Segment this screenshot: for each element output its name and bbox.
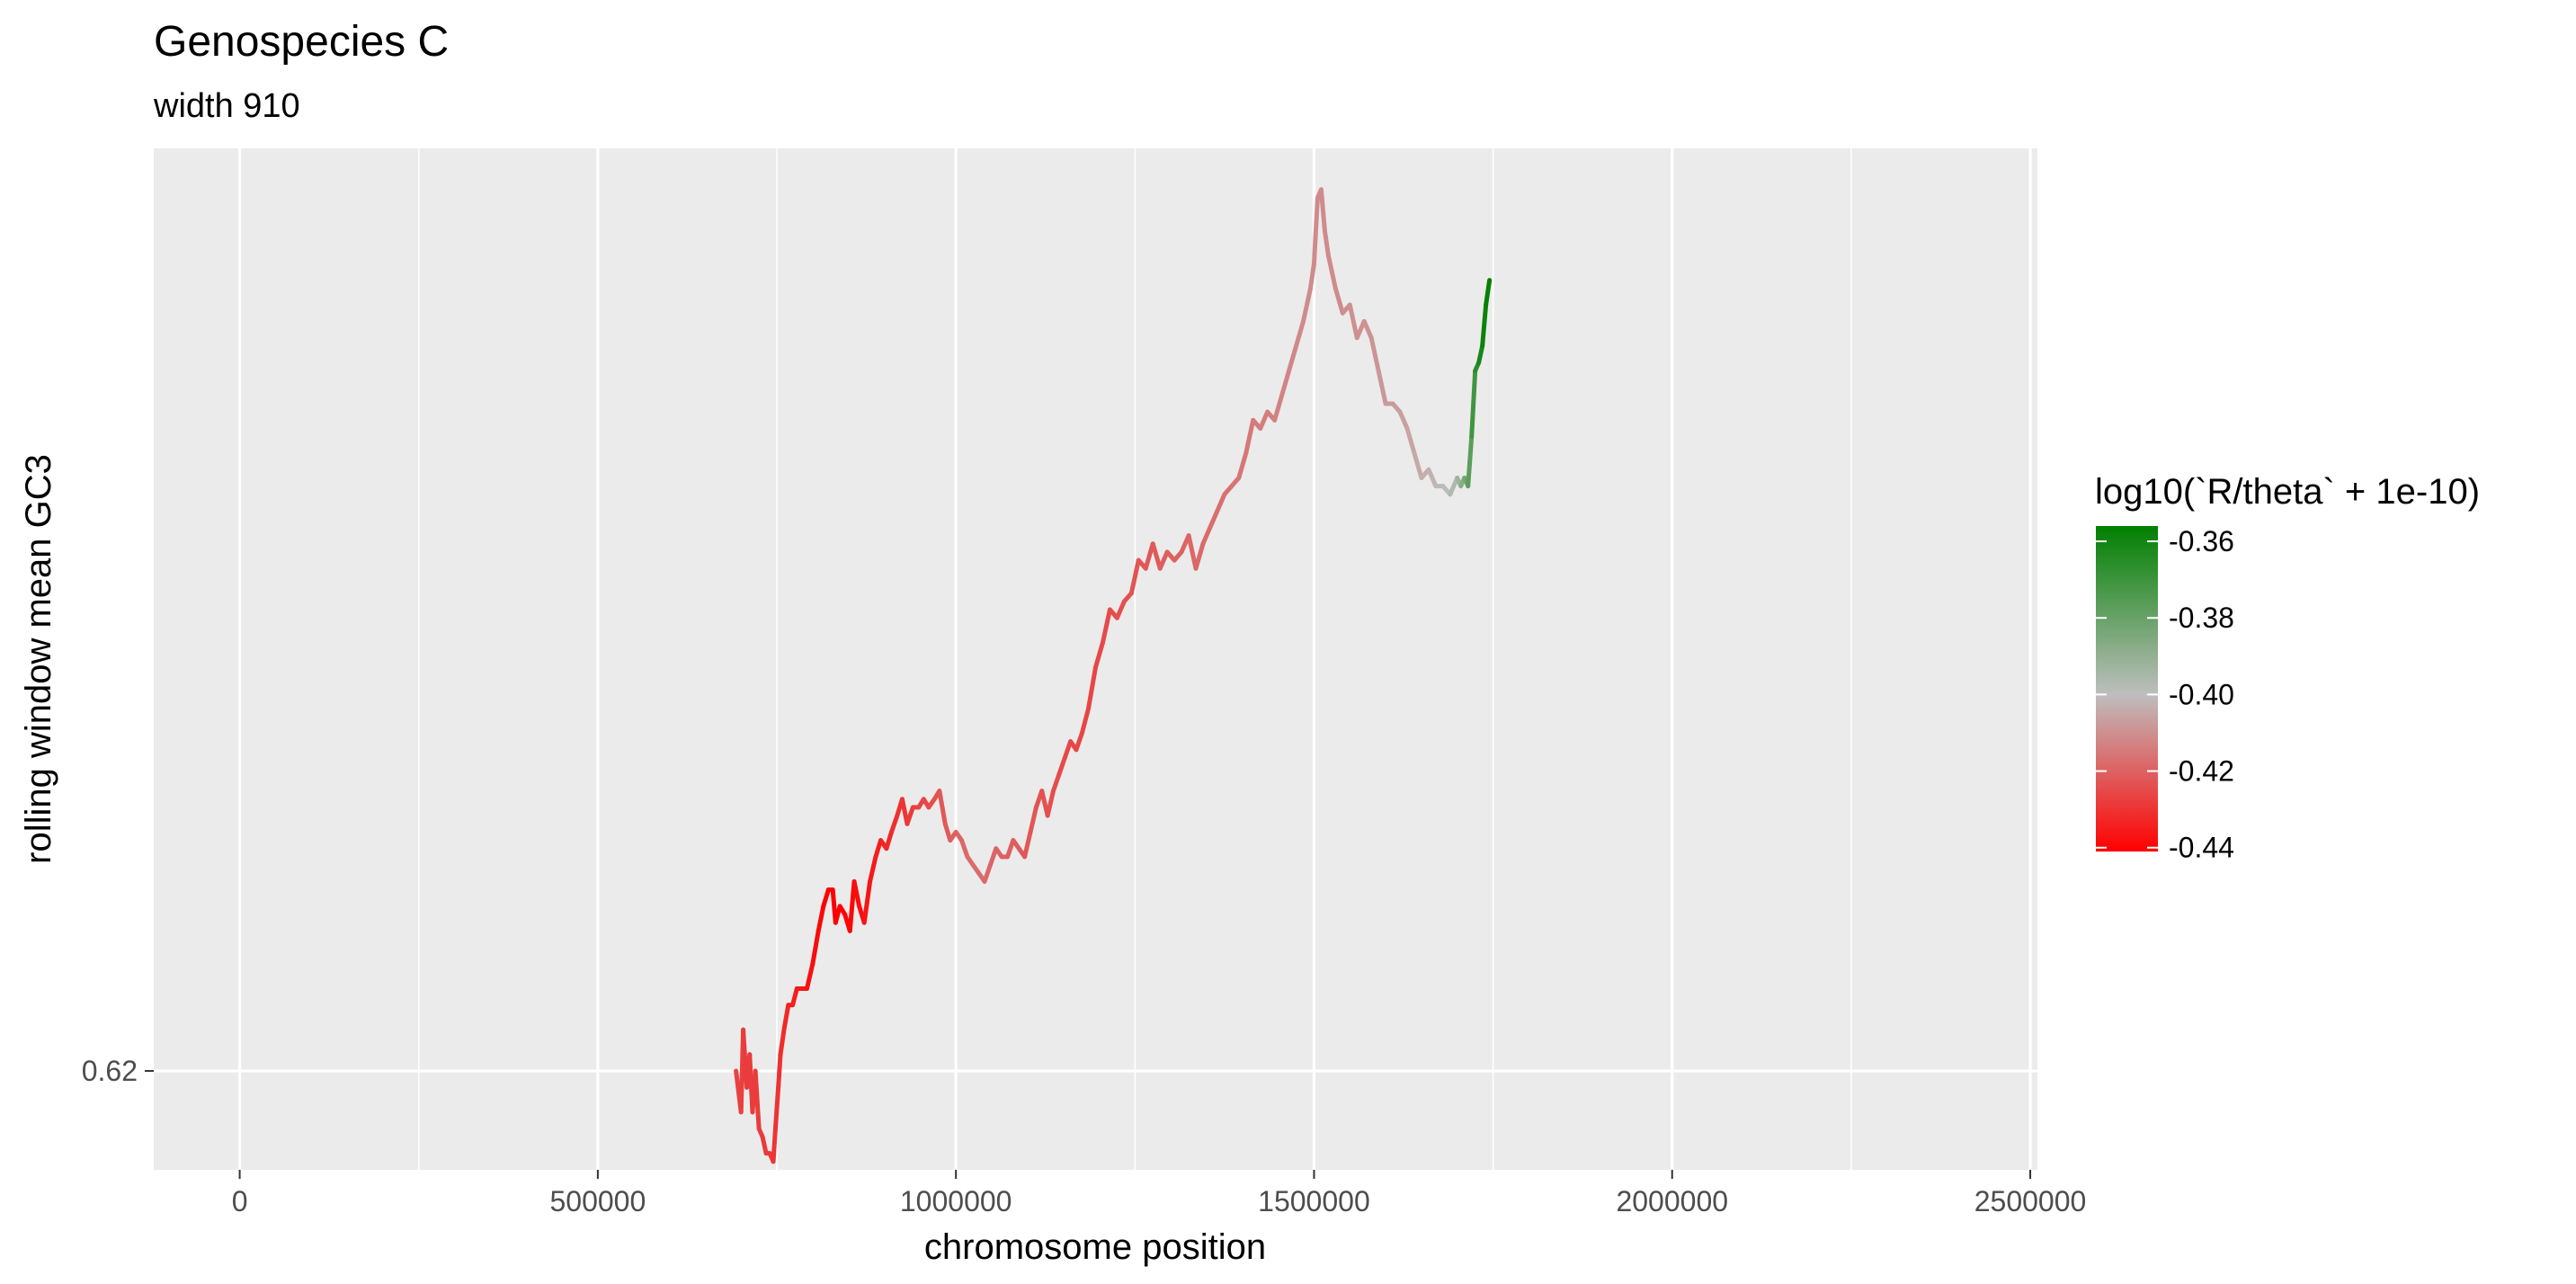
line-segment	[1272, 393, 1285, 423]
line-segment	[959, 838, 970, 860]
line-segment	[1301, 286, 1313, 324]
legend-tick-label: -0.38	[2169, 602, 2234, 634]
line-segment	[1157, 549, 1170, 571]
x-tick-label: 1500000	[1258, 1185, 1370, 1217]
line-segment	[851, 878, 862, 909]
line-segment	[987, 846, 999, 868]
line-segment	[1368, 335, 1381, 373]
line-segment	[1469, 368, 1478, 440]
line-segment	[1193, 541, 1206, 571]
line-segment	[1186, 533, 1199, 571]
line-segment	[1114, 599, 1127, 620]
line-segment	[810, 928, 821, 967]
line-segment	[1476, 343, 1485, 365]
x-tick-label: 500000	[549, 1185, 646, 1217]
line-segment	[1093, 640, 1105, 670]
line-segment	[1150, 541, 1163, 571]
line-segment	[1279, 368, 1292, 398]
line-segment	[982, 862, 993, 884]
line-segment	[1426, 467, 1439, 489]
line-segment	[1215, 492, 1227, 513]
line-segment	[1404, 425, 1417, 456]
line-segment	[1361, 318, 1374, 341]
line-segment	[821, 887, 831, 909]
line-segment	[1100, 607, 1112, 646]
legend-tick-label: -0.42	[2169, 755, 2234, 788]
line-segment	[1333, 286, 1345, 316]
line-segment	[1208, 508, 1220, 530]
line-segment	[1484, 278, 1493, 308]
line-segment	[1325, 253, 1338, 291]
line-segment	[868, 854, 878, 884]
x-axis-title: chromosome position	[924, 1227, 1266, 1267]
line-segment	[905, 805, 915, 826]
legend-tick-label: -0.40	[2169, 678, 2234, 710]
x-tick-label: 0	[232, 1185, 248, 1217]
y-tick-label: 0.62	[82, 1055, 138, 1087]
line-segment	[790, 985, 799, 1008]
line-segment	[1074, 730, 1084, 753]
y-axis-title: rolling window mean GC3	[19, 454, 58, 864]
line-segment	[1028, 805, 1038, 834]
line-segment	[1376, 368, 1388, 406]
line-segment	[816, 904, 826, 933]
line-segment	[937, 789, 948, 826]
line-segment	[942, 821, 953, 843]
line-segment	[1258, 409, 1270, 431]
line-segment	[760, 1134, 769, 1156]
line-segment	[1466, 434, 1475, 489]
plot-panel	[154, 148, 2037, 1170]
line-segment	[888, 813, 900, 834]
chart-title: Genospecies C	[154, 18, 449, 66]
line-segment	[1056, 755, 1067, 777]
legend-tick-label: -0.36	[2169, 525, 2234, 557]
line-segment	[1128, 557, 1141, 596]
line-segment	[1143, 541, 1155, 571]
line-segment	[1045, 789, 1056, 818]
line-segment	[776, 1052, 783, 1090]
line-segment	[1294, 318, 1306, 349]
line-segment	[1005, 838, 1016, 860]
line-segment	[1311, 195, 1320, 266]
gc3-line	[734, 187, 1493, 1164]
legend-title: log10(`R/theta` + 1e-10)	[2095, 472, 2480, 512]
line-segment	[781, 1003, 791, 1032]
line-segment	[1079, 706, 1092, 736]
line-segment	[753, 1068, 762, 1131]
x-tick-label: 1000000	[900, 1185, 1012, 1217]
line-segment	[1200, 524, 1213, 547]
grid-lines	[154, 148, 2037, 1170]
line-segment	[1397, 409, 1410, 431]
x-tick-label: 2000000	[1616, 1185, 1728, 1217]
legend-tick-label: -0.44	[2169, 832, 2234, 864]
x-tick-label: 2500000	[1974, 1185, 2087, 1217]
line-segment	[1022, 829, 1033, 860]
line-segment	[1347, 302, 1359, 341]
line-segment	[861, 878, 873, 925]
line-segment	[1287, 343, 1299, 373]
line-segment	[1307, 261, 1316, 291]
color-legend: log10(`R/theta` + 1e-10) -0.36 -0.38 -0.40…	[2095, 472, 2480, 864]
line-segment	[1480, 302, 1489, 349]
line-segment	[778, 1027, 787, 1057]
line-segment	[1051, 771, 1062, 794]
line-segment	[771, 1126, 778, 1164]
line-segment	[804, 961, 816, 991]
axes: 0 500000 1000000 1500000 2000000 2500000 0.62	[82, 1055, 2087, 1217]
line-segment	[1236, 450, 1249, 480]
line-segment	[873, 838, 884, 860]
line-segment	[772, 1084, 781, 1131]
legend-ticks: -0.36 -0.38 -0.40 -0.42 -0.44	[2096, 525, 2234, 864]
chart-subtitle: width 910	[153, 87, 300, 125]
line-segment	[1062, 739, 1074, 761]
line-segment	[1243, 417, 1256, 456]
line-segment	[1412, 450, 1424, 480]
line-segment	[1318, 187, 1327, 234]
line-segment	[1086, 664, 1098, 711]
line-segment	[847, 878, 857, 933]
line-segment	[884, 829, 894, 852]
line-segment	[1322, 228, 1331, 258]
legend-colorbar	[2096, 526, 2158, 852]
